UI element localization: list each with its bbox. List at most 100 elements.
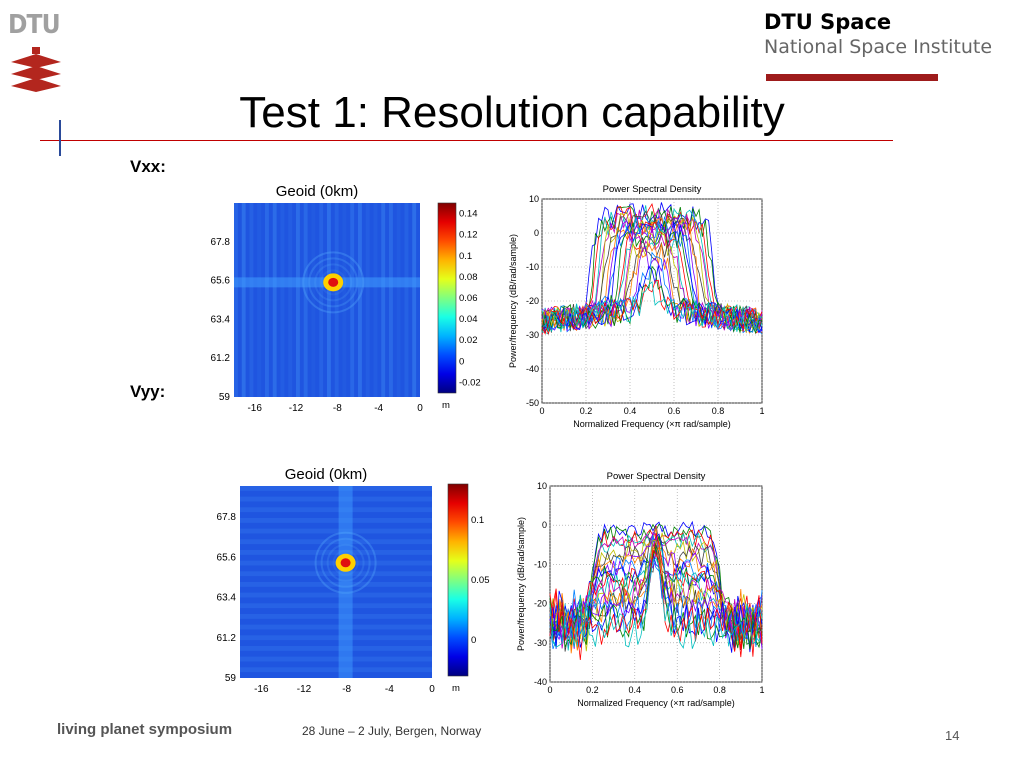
x-tick-label: 1 xyxy=(759,406,764,416)
x-tick-label: 0.6 xyxy=(668,406,681,416)
brand-subtitle: National Space Institute xyxy=(764,36,993,58)
x-tick-label: -12 xyxy=(289,403,304,414)
geoid-stripe xyxy=(240,496,432,502)
x-tick-label: 0.4 xyxy=(624,406,637,416)
vyy-geoid-chart: Geoid (0km) -16 -12 -8 -4 0 59 61.2 63.4 65.6 67.8… xyxy=(217,466,490,695)
geoid-band xyxy=(338,486,353,678)
psd-series-group xyxy=(549,520,763,661)
y-tick-label: 65.6 xyxy=(217,552,237,563)
geoid-title: Geoid (0km) xyxy=(276,183,359,200)
geoid-stripe xyxy=(240,614,432,619)
x-tick-label: 0 xyxy=(429,684,435,695)
geoid-stripe xyxy=(265,203,269,397)
title-rule xyxy=(40,140,893,141)
geoid-stripe xyxy=(358,203,362,397)
colorbar-tick-label: 0.02 xyxy=(459,335,478,346)
colorbar-tick-label: 0.06 xyxy=(459,293,478,304)
geoid-stripe xyxy=(257,203,262,397)
geoid-stripes xyxy=(234,203,420,397)
geoid-stripe xyxy=(249,203,254,397)
y-tick-label: -30 xyxy=(534,638,547,648)
psd-ylabel: Power/frequency (dB/rad/sample) xyxy=(508,234,518,368)
geoid-stripe xyxy=(288,203,293,397)
psd-series-line xyxy=(541,246,763,332)
vyy-psd-chart: 0 0.2 0.4 0.6 0.8 1 10 0 -10 -20 -30 -40 Power Spect… xyxy=(516,471,765,708)
geoid-stripe xyxy=(342,203,347,397)
psd-series-line xyxy=(549,557,763,651)
geoid-stripe xyxy=(240,571,432,577)
vxx-geoid-chart: Geoid (0km) -16 -12 -8 -4 0 59 61.2 63.4 65.6 67.8… xyxy=(211,183,481,414)
psd-series-line xyxy=(549,546,763,654)
y-tick-label: 0 xyxy=(542,520,547,530)
x-tick-label: -4 xyxy=(374,403,383,414)
dtu-logo: DTU xyxy=(8,10,64,96)
psd-series-line xyxy=(549,546,763,649)
geoid-peak xyxy=(328,277,339,287)
geoid-ring xyxy=(326,543,365,582)
psd-xlabel: Normalized Frequency (×π rad/sample) xyxy=(577,698,735,708)
geoid-stripe xyxy=(240,582,432,587)
psd-series-group xyxy=(541,202,763,336)
psd-title: Power Spectral Density xyxy=(603,184,702,195)
vyy-label: Vyy: xyxy=(130,382,166,401)
psd-series-line xyxy=(549,549,763,661)
slide-title: Test 1: Resolution capability xyxy=(239,88,785,137)
geoid-title: Geoid (0km) xyxy=(285,466,368,483)
colorbar-tick-label: 0.04 xyxy=(459,314,478,325)
y-tick-label: 0 xyxy=(534,228,539,238)
y-tick-label: 63.4 xyxy=(211,314,231,325)
psd-ylabel: Power/frequency (dB/rad/sample) xyxy=(516,517,526,651)
y-tick-label: -20 xyxy=(534,599,547,609)
geoid-stripe xyxy=(240,518,432,523)
psd-xlabel: Normalized Frequency (×π rad/sample) xyxy=(573,419,731,429)
geoid-stripe xyxy=(412,203,417,397)
y-tick-label: -40 xyxy=(526,364,539,374)
geoid-stripe xyxy=(240,592,432,598)
x-tick-label: 0.8 xyxy=(713,685,726,695)
geoid-ring xyxy=(320,269,347,296)
x-tick-label: -8 xyxy=(342,684,351,695)
page-number: 14 xyxy=(945,728,960,743)
y-tick-label: -10 xyxy=(526,262,539,272)
geoid-stripe xyxy=(240,656,432,662)
x-tick-label: 0.8 xyxy=(712,406,725,416)
geoid-stripe xyxy=(240,624,432,630)
x-tick-label: 0 xyxy=(417,403,423,414)
y-tick-label: -40 xyxy=(534,677,547,687)
geoid-stripe xyxy=(396,203,401,397)
x-tick-label: 0.2 xyxy=(580,406,593,416)
psd-axes xyxy=(549,485,763,683)
dtu-wave-icon xyxy=(11,47,61,92)
geoid-ring xyxy=(302,251,365,314)
geoid-stripe xyxy=(240,550,432,555)
y-tick-label: -50 xyxy=(526,398,539,408)
colorbar-unit: m xyxy=(452,683,460,694)
geoid-stripe xyxy=(365,203,370,397)
geoid-ring xyxy=(320,537,371,588)
geoid-stripe xyxy=(241,203,246,397)
geoid-stripe xyxy=(240,646,432,651)
colorbar-tick-label: -0.02 xyxy=(459,377,481,388)
y-tick-label: 59 xyxy=(219,392,231,403)
colorbar xyxy=(437,202,457,394)
x-tick-label: -4 xyxy=(385,684,394,695)
geoid-stripe xyxy=(240,507,432,513)
y-tick-label: 10 xyxy=(529,194,539,204)
x-tick-label: 0.6 xyxy=(671,685,684,695)
colorbar-unit: m xyxy=(442,400,450,411)
y-tick-label: 67.8 xyxy=(211,237,231,248)
y-tick-label: 61.2 xyxy=(217,633,237,644)
y-tick-label: -30 xyxy=(526,330,539,340)
geoid-stripe xyxy=(334,203,339,397)
geoid-stripe xyxy=(240,486,432,491)
colorbar-tick-label: 0.1 xyxy=(459,251,472,262)
psd-series-line xyxy=(541,242,763,332)
geoid-stripe xyxy=(240,635,432,641)
geoid-stripe xyxy=(404,203,409,397)
x-tick-label: -16 xyxy=(254,684,269,695)
psd-series-line xyxy=(549,550,763,650)
y-tick-label: -20 xyxy=(526,296,539,306)
geoid-peak xyxy=(340,558,351,568)
geoid-stripe xyxy=(280,203,285,397)
geoid-stripe xyxy=(234,203,238,397)
